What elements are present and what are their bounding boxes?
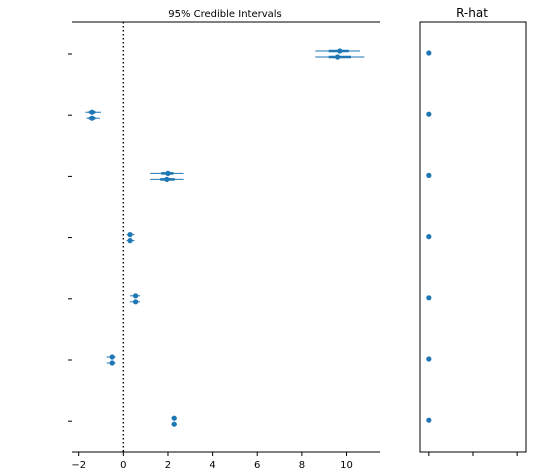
x-tick-label: 6	[254, 460, 260, 471]
x-tick-label: 10	[340, 460, 353, 471]
credible-intervals-axes: −2 0 2 4 6 8 10	[68, 21, 380, 471]
rhat-point	[426, 234, 432, 240]
median-point	[133, 299, 139, 305]
rhat-point	[426, 356, 432, 362]
x-tick-label: 2	[165, 460, 171, 471]
rhat-point	[426, 111, 432, 117]
median-point	[109, 354, 115, 360]
median-point	[133, 293, 139, 299]
median-point	[164, 176, 170, 182]
median-point	[171, 421, 177, 427]
credible-intervals-title: 95% Credible Intervals	[168, 9, 282, 20]
median-point	[89, 115, 95, 121]
rhat-panel: R-hat	[419, 6, 527, 456]
rhat-point	[426, 295, 432, 301]
median-point	[337, 48, 343, 54]
rhat-point	[426, 50, 432, 56]
rhat-title: R-hat	[456, 6, 488, 20]
median-point	[171, 415, 177, 421]
rhat-axes	[428, 452, 518, 456]
rhat-marks	[426, 50, 432, 423]
x-tick-label: 0	[120, 460, 126, 471]
median-point	[127, 232, 133, 238]
credible-intervals-panel: 95% Credible Intervals −2 0 2 4 6 8 10	[68, 9, 380, 471]
rhat-point	[426, 417, 432, 423]
median-point	[89, 109, 95, 115]
x-tick-label: 4	[209, 460, 215, 471]
median-point	[165, 170, 171, 176]
rhat-point	[426, 172, 432, 178]
median-point	[109, 360, 115, 366]
x-tick-label: 8	[299, 460, 305, 471]
credible-intervals-marks	[85, 22, 365, 452]
rhat-frame	[419, 21, 527, 453]
median-point	[127, 238, 133, 244]
median-point	[334, 54, 341, 60]
x-tick-label: −2	[71, 460, 86, 471]
